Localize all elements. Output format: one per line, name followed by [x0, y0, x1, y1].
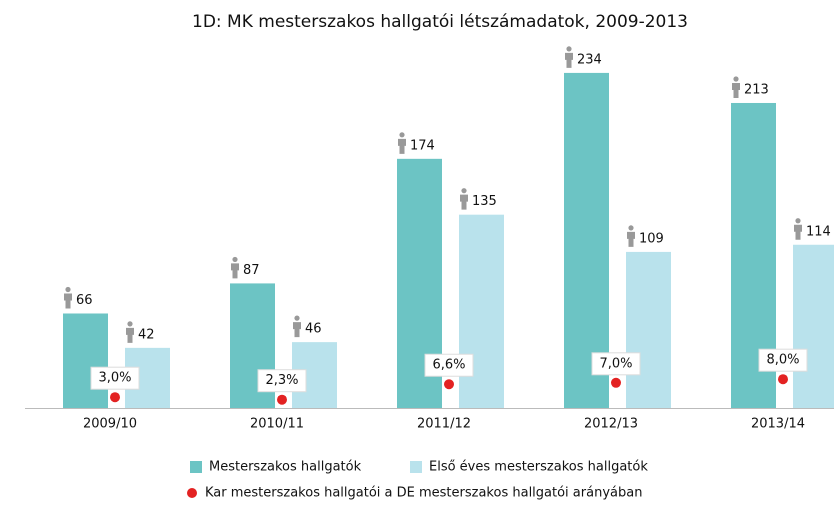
person-icon	[127, 321, 133, 327]
person-icon	[65, 286, 71, 293]
value-label: 66	[76, 293, 93, 308]
value-label: 135	[472, 194, 497, 209]
person-icon	[398, 138, 406, 154]
dot	[277, 394, 287, 405]
value-label: 114	[806, 224, 831, 239]
legend-swatch	[410, 461, 422, 473]
person-icon	[628, 225, 634, 231]
person-icon	[795, 218, 801, 224]
value-label: 234	[577, 52, 602, 67]
x-tick-label: 2010/11	[250, 417, 304, 432]
value-label: 8,0%	[766, 353, 799, 368]
value-label: 109	[639, 231, 664, 246]
value-label: 3,0%	[98, 371, 131, 386]
dot	[110, 392, 120, 403]
dot	[611, 377, 621, 388]
legend-swatch	[190, 461, 202, 473]
bar	[564, 72, 609, 409]
bar	[793, 244, 834, 408]
value-label: 213	[744, 82, 769, 97]
person-icon	[627, 231, 635, 247]
value-label-box	[90, 366, 140, 390]
person-icon	[293, 322, 301, 338]
person-icon	[565, 52, 573, 68]
dot	[778, 374, 788, 385]
x-tick-label: 2012/13	[584, 417, 638, 432]
person-icon	[126, 327, 134, 343]
value-label: 42	[138, 327, 155, 342]
value-label-box	[591, 352, 641, 376]
person-icon	[232, 256, 238, 263]
value-label-box	[758, 348, 808, 372]
person-icon	[231, 263, 239, 279]
value-label-box	[424, 353, 474, 377]
value-label: 6,6%	[432, 358, 465, 373]
person-icon	[733, 76, 739, 82]
person-icon	[64, 293, 72, 309]
dot	[444, 379, 454, 390]
x-tick-label: 2011/12	[417, 417, 471, 432]
legend-label: Első éves mesterszakos hallgatók	[429, 460, 648, 475]
value-label-box	[257, 369, 307, 393]
value-label: 87	[243, 263, 260, 278]
bar	[626, 251, 671, 408]
legend-label: Mesterszakos hallgatók	[209, 460, 362, 475]
bar	[459, 214, 504, 408]
legend-swatch	[187, 488, 197, 498]
person-icon	[566, 46, 572, 52]
value-label: 174	[410, 138, 435, 153]
chart-title: 1D: MK mesterszakos hallgatói létszámada…	[192, 12, 688, 32]
value-label: 7,0%	[599, 356, 632, 371]
legend-label: Kar mesterszakos hallgatói a DE mestersz…	[205, 486, 642, 501]
value-label: 2,3%	[265, 373, 298, 388]
person-icon	[794, 224, 802, 240]
person-icon	[294, 315, 300, 321]
person-icon	[732, 82, 740, 98]
person-icon	[461, 188, 467, 194]
bar	[63, 313, 108, 408]
value-label: 46	[305, 322, 322, 337]
person-icon	[460, 194, 468, 210]
x-tick-label: 2013/14	[751, 417, 805, 432]
person-icon	[399, 132, 405, 138]
x-tick-label: 2009/10	[83, 417, 137, 432]
